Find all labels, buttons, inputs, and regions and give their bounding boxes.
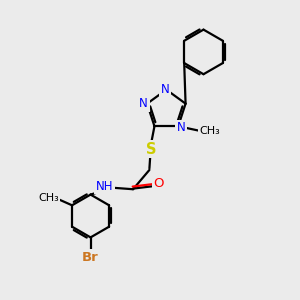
Text: CH₃: CH₃: [200, 126, 220, 136]
Text: O: O: [154, 177, 164, 190]
Text: S: S: [146, 142, 156, 157]
Text: Br: Br: [82, 251, 99, 264]
Text: NH: NH: [96, 180, 113, 193]
Text: N: N: [139, 97, 148, 110]
Text: N: N: [177, 121, 186, 134]
Text: N: N: [160, 83, 169, 96]
Text: CH₃: CH₃: [38, 193, 58, 203]
